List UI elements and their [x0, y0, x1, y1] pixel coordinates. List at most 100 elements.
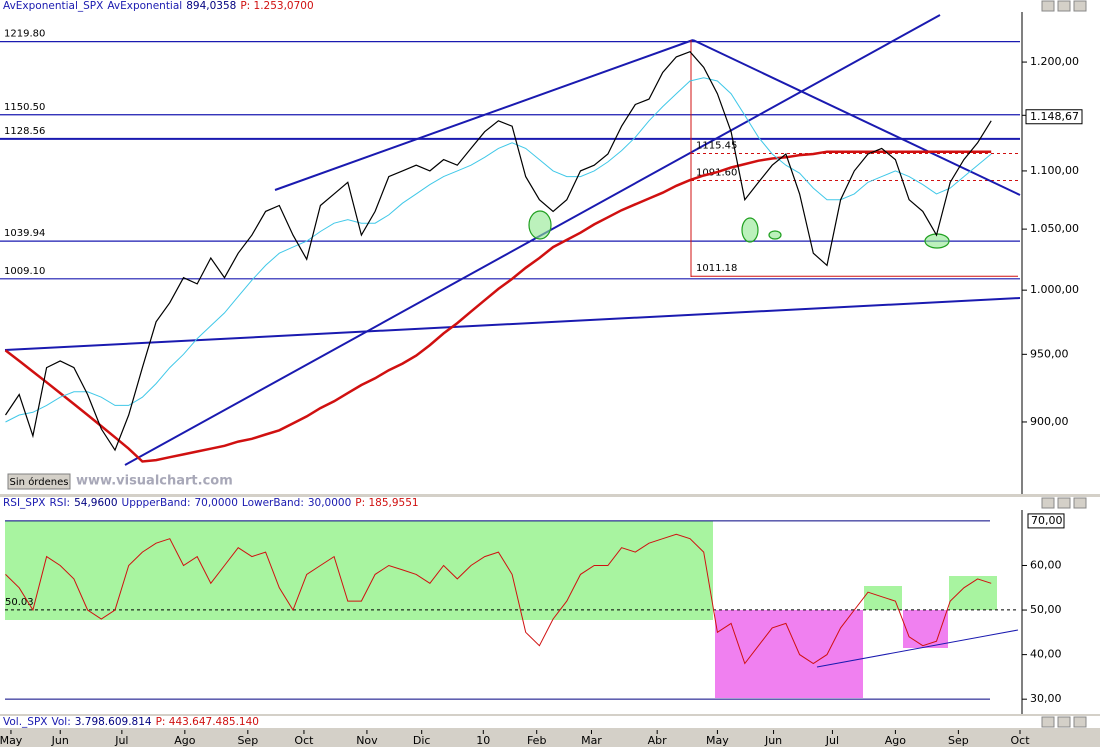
rsi-bull-zone — [5, 521, 713, 620]
x-tick-label: Abr — [648, 734, 668, 747]
x-tick-label: Mar — [581, 734, 602, 747]
header-part: UppperBand: — [122, 497, 191, 509]
series-line — [5, 77, 992, 423]
upper-band-box — [1027, 513, 1065, 529]
x-tick-label: Nov — [356, 734, 378, 747]
rsi-bull-zone — [864, 586, 902, 610]
header-part: P: 1.253,0700 — [240, 0, 313, 12]
pattern-ellipse — [924, 233, 950, 249]
close-button[interactable] — [1073, 497, 1087, 509]
x-tick-label: Jul — [114, 734, 128, 747]
header-part: AvExponential — [107, 0, 182, 12]
header-part: 30,0000 — [308, 497, 351, 509]
rsi-bear-zone — [715, 610, 863, 698]
last-price-label: 1.148,67 — [1030, 110, 1079, 123]
rsi-bull-zone — [949, 576, 997, 610]
panel-header: AvExponential_SPX AvExponential 894,0358 P:… — [3, 0, 314, 12]
y-tick-label: 30,00 — [1030, 692, 1062, 705]
trend-lines — [4, 14, 1021, 668]
header-part: Vol._SPX — [3, 716, 48, 728]
x-tick-label: May — [0, 734, 23, 747]
header-part: P: 443.647.485.140 — [156, 716, 259, 728]
header-part: RSI: — [50, 497, 71, 509]
minimize-button[interactable] — [1041, 497, 1055, 509]
panel-header: Vol._SPX Vol: 3.798.609.814 P: 443.647.485.… — [3, 716, 259, 728]
y-tick-label: 1.050,00 — [1030, 222, 1079, 235]
watermark: www.visualchart.com — [76, 474, 233, 489]
level-label: 1128.56 — [4, 126, 45, 137]
maximize-button[interactable] — [1057, 497, 1071, 509]
header-part: AvExponential_SPX — [3, 0, 103, 12]
price-panel — [0, 12, 1100, 494]
header-part: 3.798.609.814 — [75, 716, 152, 728]
panel-header: RSI_SPX RSI: 54,9600 UppperBand: 70,0000 Lowe… — [3, 497, 419, 509]
pattern-ellipse — [741, 217, 759, 243]
header-part: 54,9600 — [74, 497, 117, 509]
pattern-ellipse — [768, 230, 782, 240]
x-tick-label: Oct — [1010, 734, 1030, 747]
x-tick-label: 10 — [476, 734, 490, 747]
y-tick-label: 40,00 — [1030, 648, 1062, 661]
series-line — [4, 150, 992, 463]
header-part: 894,0358 — [186, 0, 236, 12]
maximize-button[interactable] — [1057, 716, 1071, 728]
y-tick-label: 1.200,00 — [1030, 55, 1079, 68]
x-tick-label: Jul — [825, 734, 839, 747]
y-tick-label: 900,00 — [1030, 415, 1069, 428]
price-header — [0, 0, 1100, 12]
rsi-trend-line — [816, 629, 1019, 668]
level-label: 1150.50 — [4, 102, 45, 113]
pattern-marks — [528, 210, 950, 249]
orders-button[interactable] — [7, 473, 71, 490]
level-label: 1039.94 — [4, 228, 45, 239]
pattern-ellipse — [528, 210, 552, 240]
x-tick-label: May — [706, 734, 729, 747]
y-tick-label: 1.000,00 — [1030, 283, 1079, 296]
series-line — [5, 533, 992, 665]
trend-line — [274, 39, 694, 191]
rsi-header — [0, 497, 1100, 510]
maximize-button[interactable] — [1057, 0, 1071, 12]
rsi-bear-zone — [903, 610, 948, 648]
x-tick-label: Sep — [948, 734, 969, 747]
under-layer — [0, 40, 1020, 280]
upper-band-label: 70,00 — [1031, 514, 1063, 527]
window-buttons — [1041, 0, 1087, 728]
header-part: Vol: — [52, 716, 71, 728]
midline-label: 50.03 — [5, 597, 34, 608]
y-tick-label: 1.100,00 — [1030, 164, 1079, 177]
x-tick-label: Ago — [885, 734, 907, 747]
minimize-button[interactable] — [1041, 0, 1055, 12]
x-tick-label: Jun — [51, 734, 69, 747]
header-part: P: 185,9551 — [355, 497, 418, 509]
x-tick-label: Feb — [527, 734, 546, 747]
x-tick-label: Dic — [413, 734, 431, 747]
x-tick-label: Jun — [764, 734, 782, 747]
level-label: 1009.10 — [4, 266, 45, 277]
header-part: RSI_SPX — [3, 497, 46, 509]
minimize-button[interactable] — [1041, 716, 1055, 728]
y-tick-label: 60,00 — [1030, 558, 1062, 571]
trend-line — [692, 39, 1021, 196]
y-tick-label: 50,00 — [1030, 603, 1062, 616]
x-tick-label: Sep — [237, 734, 258, 747]
header-part: LowerBand: — [242, 497, 304, 509]
vol-header — [0, 716, 1100, 728]
trend-line — [124, 14, 941, 466]
trend-line — [4, 297, 1021, 351]
y-tick-label: 950,00 — [1030, 347, 1069, 360]
retracement-label: 1011.18 — [696, 263, 737, 274]
series-line — [5, 50, 992, 452]
level-label: 1219.80 — [4, 29, 45, 40]
last-price-box — [1025, 109, 1083, 125]
header-part: 70,0000 — [194, 497, 237, 509]
x-tick-label: Ago — [174, 734, 196, 747]
orders-button-label: Sin órdenes — [10, 476, 69, 488]
close-button[interactable] — [1073, 0, 1087, 12]
x-tick-label: Oct — [294, 734, 314, 747]
retracement-label: 1115.45 — [696, 140, 737, 151]
close-button[interactable] — [1073, 716, 1087, 728]
